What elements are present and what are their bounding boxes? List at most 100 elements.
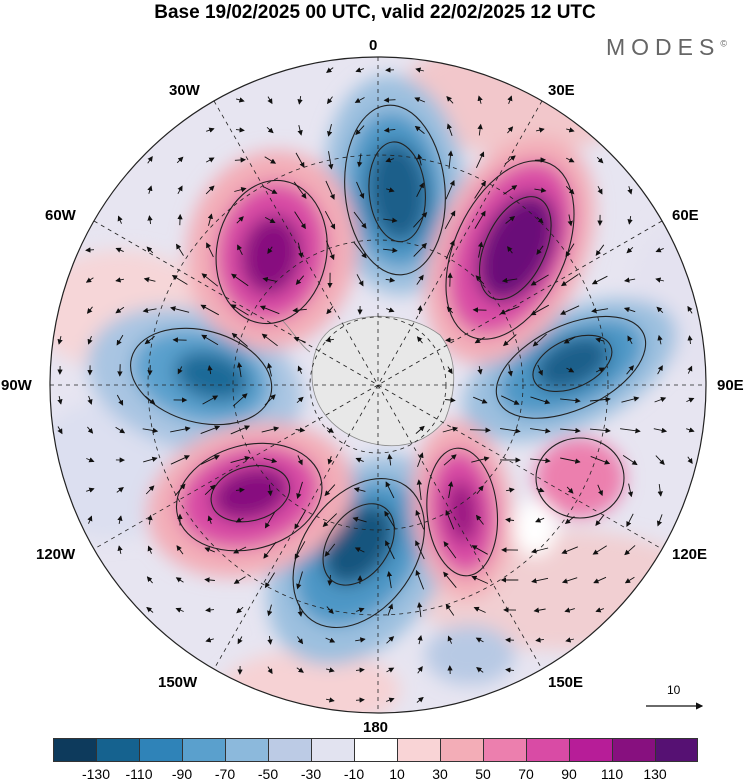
wind-vector [357, 153, 363, 168]
wind-vector [267, 666, 273, 675]
wind-vector [416, 274, 424, 285]
wind-vector [387, 603, 394, 616]
wind-vector [413, 212, 428, 228]
wind-vector [383, 97, 396, 103]
wind-vector [200, 455, 220, 465]
wind-vector [263, 541, 277, 559]
contours [130, 104, 647, 629]
wind-vector [627, 216, 633, 225]
wind-vector [355, 697, 365, 703]
wind-vector [325, 667, 335, 673]
wind-vector [116, 334, 124, 346]
wind-vector [292, 307, 307, 313]
colorbar-tick-label: -130 [81, 766, 111, 782]
lon-label-90e: 90E [717, 377, 744, 394]
wind-vector [531, 547, 549, 554]
wind-vector [417, 665, 423, 674]
wind-vector [237, 636, 243, 645]
wind-vector [352, 516, 367, 523]
wind-vector [560, 305, 580, 315]
wind-vector [566, 367, 575, 373]
wind-vector [145, 485, 155, 495]
wind-vector [295, 152, 305, 168]
colorbar-segment [483, 738, 526, 762]
colorbar-segment [96, 738, 139, 762]
wind-vector [595, 244, 605, 256]
colorbar-tick-label: -110 [125, 766, 153, 782]
wind-vector [297, 365, 303, 374]
wind-vector [231, 273, 249, 287]
wind-vector [445, 509, 455, 530]
lon-label-30w: 30W [169, 82, 200, 99]
wind-vector [297, 124, 303, 136]
wind-vector [385, 540, 395, 560]
wind-vector [117, 545, 123, 555]
wind-vector [445, 239, 455, 260]
wind-vector [296, 571, 303, 590]
wind-vector [447, 635, 453, 644]
wind-vector [622, 455, 638, 466]
wind-vector [565, 185, 575, 195]
wind-vector [147, 215, 153, 225]
wind-vector [686, 427, 695, 433]
wind-vector [415, 509, 425, 530]
wind-vector [142, 307, 157, 314]
wind-vector [324, 543, 336, 557]
wind-vector [207, 213, 213, 226]
wind-vector [505, 215, 516, 224]
wind-vector [565, 243, 575, 258]
wind-vector [655, 455, 665, 466]
wind-vector [201, 273, 219, 287]
wind-vector [597, 185, 603, 195]
wind-vector [202, 395, 219, 405]
wind-vector [205, 607, 215, 613]
wind-vector [328, 151, 334, 170]
wind-vector [267, 604, 273, 617]
wind-vector [355, 637, 366, 643]
wind-vector [267, 635, 273, 645]
wind-vector [355, 667, 365, 673]
wind-vector [589, 427, 611, 434]
wind-vector [536, 245, 544, 255]
wind-vector [565, 157, 575, 163]
colorbar-segment [182, 738, 225, 762]
wind-vector [447, 150, 454, 169]
wind-vector [417, 153, 423, 166]
wind-vector [230, 304, 249, 316]
wind-vector [656, 306, 664, 314]
wind-vector [655, 277, 665, 283]
wind-vector [262, 276, 277, 283]
wind-vector [200, 425, 221, 435]
wind-vector [530, 428, 551, 434]
wind-vector [176, 243, 184, 256]
lon-label-90w: 90W [1, 377, 32, 394]
wind-vector [146, 606, 154, 613]
wind-vector [443, 454, 457, 466]
wind-vector [687, 305, 693, 314]
wind-vector [230, 425, 251, 435]
wind-vector [324, 210, 336, 230]
lon-label-150w: 150W [158, 674, 198, 691]
wind-vector [471, 456, 490, 463]
wind-vector [264, 394, 276, 406]
wind-vector [147, 514, 153, 525]
wind-vector [624, 576, 635, 584]
wind-vector [87, 426, 94, 434]
wind-vector [295, 427, 306, 433]
wind-vector [115, 277, 124, 283]
wind-vector [353, 242, 367, 259]
wind-vector [654, 397, 667, 403]
wind-vector [505, 517, 515, 523]
wind-vector [147, 155, 153, 164]
brand-logo: MODES© [606, 34, 727, 60]
colorbar-segment [53, 738, 96, 762]
wind-vector [355, 67, 364, 73]
wind-vector [326, 123, 333, 137]
wind-vector [356, 274, 364, 287]
colorbar-segment [397, 738, 440, 762]
wind-vector [354, 97, 365, 103]
colorbar-segment [440, 738, 483, 762]
wind-vector [355, 457, 364, 463]
wind-vector [597, 484, 603, 497]
wind-vector [235, 517, 244, 523]
